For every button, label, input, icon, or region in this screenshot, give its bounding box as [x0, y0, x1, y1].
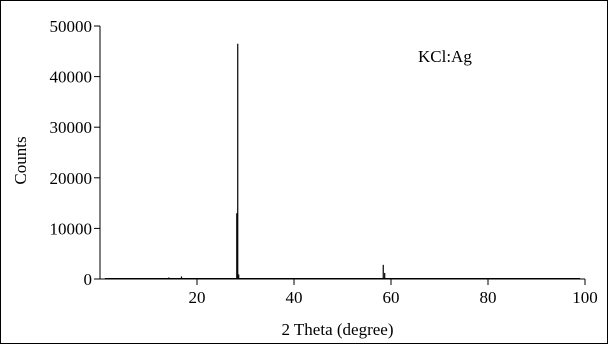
- y-tick-label: 0: [84, 270, 93, 289]
- y-tick-label: 50000: [50, 17, 93, 36]
- x-tick-label: 40: [286, 288, 303, 307]
- y-tick-label: 10000: [50, 219, 93, 238]
- y-tick-label: 30000: [50, 118, 93, 137]
- x-ticks: 20 40 60 80 100: [189, 279, 598, 307]
- y-ticks: 0 10000 20000 30000 40000 50000: [50, 17, 100, 289]
- x-tick-label: 60: [383, 288, 400, 307]
- plot-area: 0 10000 20000 30000 40000 50000 20 40 60 80 100: [50, 17, 598, 307]
- y-axis-title: Counts: [11, 136, 30, 184]
- y-tick-label: 20000: [50, 169, 93, 188]
- x-axis-title: 2 Theta (degree): [281, 320, 393, 339]
- x-tick-label: 100: [572, 288, 598, 307]
- y-tick-label: 40000: [50, 68, 93, 87]
- x-tick-label: 20: [189, 288, 206, 307]
- diffraction-peaks: [168, 43, 386, 279]
- x-tick-label: 80: [480, 288, 497, 307]
- sample-annotation: KCl:Ag: [418, 47, 472, 66]
